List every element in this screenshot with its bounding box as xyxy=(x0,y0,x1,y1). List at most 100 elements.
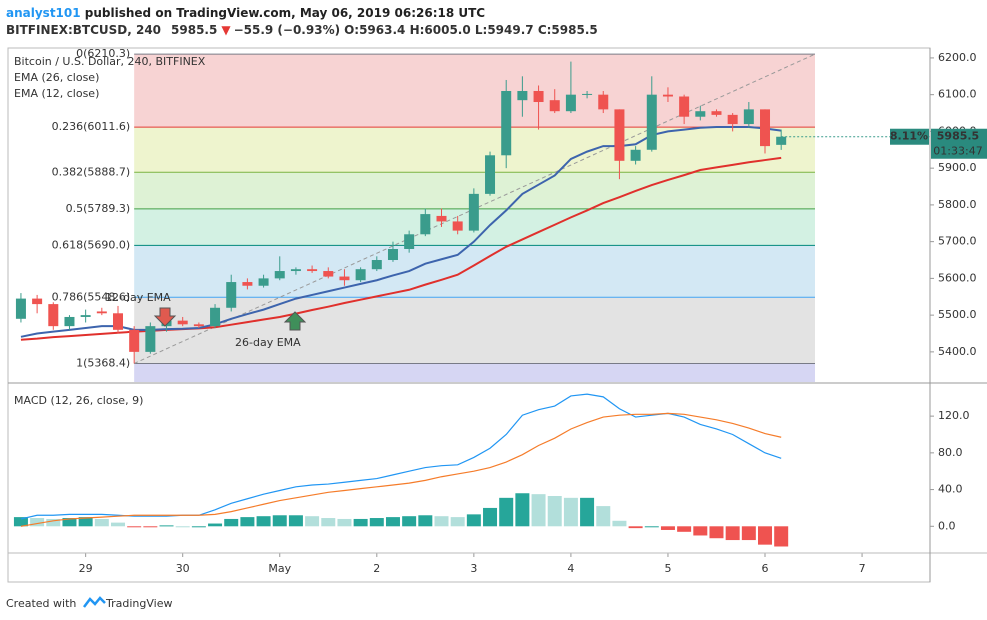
histogram-bar xyxy=(612,520,627,527)
histogram-bar xyxy=(628,526,643,529)
footer-brand[interactable]: TradingView xyxy=(105,597,172,610)
fib-zone xyxy=(134,297,815,364)
histogram-bar xyxy=(13,517,28,527)
fib-zone xyxy=(134,363,815,382)
histogram-bar xyxy=(483,507,498,527)
histogram-bar xyxy=(46,518,61,527)
histogram-bar xyxy=(288,515,303,527)
candle-body xyxy=(662,94,673,97)
histogram-bar xyxy=(515,493,530,527)
ohlc: O:5963.4 H:6005.0 L:5949.7 C:5985.5 xyxy=(344,23,598,37)
candle-body xyxy=(404,234,415,249)
candle-body xyxy=(598,94,609,110)
histogram-bar xyxy=(110,522,125,527)
tag-percent: 8.11% xyxy=(890,130,928,143)
candle-body xyxy=(210,307,221,327)
fib-zone xyxy=(134,245,815,298)
symbol-line: BITFINEX:BTCUSD, 240 5985.5 ▼ −55.9 (−0.93%… xyxy=(6,23,598,37)
candle-body xyxy=(274,271,285,279)
histogram-bar xyxy=(369,518,384,527)
candle-body xyxy=(436,215,447,222)
histogram-bar xyxy=(466,514,481,527)
histogram-bar xyxy=(240,517,255,527)
histogram-bar xyxy=(272,515,287,527)
histogram-bar xyxy=(385,517,400,527)
y-tick-label: 5500.0 xyxy=(938,308,977,321)
annotation: 26-day EMA xyxy=(235,336,301,349)
histogram-bar xyxy=(30,518,45,527)
published: published on TradingView.com, May 06, 20… xyxy=(81,6,486,20)
x-tick-label: 4 xyxy=(567,562,574,575)
author[interactable]: analyst101 xyxy=(6,6,81,20)
histogram-bar xyxy=(208,523,223,527)
y-tick-label: 5400.0 xyxy=(938,345,977,358)
histogram-bar xyxy=(321,518,336,527)
arrow-down xyxy=(153,307,177,327)
x-tick-label: 5 xyxy=(664,562,671,575)
candle-body xyxy=(64,316,75,327)
candle-body xyxy=(355,269,366,281)
tag-price: 5985.5 xyxy=(937,130,979,143)
fib-label: 0(6210.3) xyxy=(76,47,130,60)
histogram-bar xyxy=(758,526,773,545)
fib-zone xyxy=(134,127,815,173)
candle-body xyxy=(646,94,657,150)
fib-label: 0.236(6011.6) xyxy=(52,120,131,133)
candle-body xyxy=(517,90,528,101)
histogram-bar xyxy=(693,526,708,536)
fib-label: 0.382(5888.7) xyxy=(52,165,131,178)
histogram-bar xyxy=(580,497,595,527)
histogram-bar xyxy=(741,526,756,541)
histogram-bar xyxy=(499,497,514,527)
candle-body xyxy=(193,324,204,327)
histogram-bar xyxy=(563,497,578,527)
fib-label: 0.5(5789.3) xyxy=(66,202,131,215)
histogram-bar xyxy=(159,525,174,527)
symbol: BITFINEX:BTCUSD, 240 xyxy=(6,23,161,37)
candle-body xyxy=(452,221,463,231)
macd-line xyxy=(20,412,782,527)
arrow-up xyxy=(283,311,307,331)
histogram-bar xyxy=(143,526,158,528)
candle-body xyxy=(80,315,91,317)
candle-body xyxy=(258,278,269,286)
y-tick-label: 5600.0 xyxy=(938,271,977,284)
histogram-bar xyxy=(62,518,77,527)
last: 5985.5 xyxy=(171,23,217,37)
y-tick-label: 5900.0 xyxy=(938,161,977,174)
candle-body xyxy=(242,282,253,286)
footer-text: Created with xyxy=(6,597,76,610)
candle-body xyxy=(323,271,334,277)
plot: 0(6210.3) 0.236(6011.6) 0.382(5888.7) 0.5(5… xyxy=(13,47,987,575)
candle-body xyxy=(549,100,560,112)
candle-body xyxy=(501,90,512,156)
candle-body xyxy=(339,276,350,281)
y-tick-label: 6200.0 xyxy=(938,51,977,64)
candle-body xyxy=(485,155,496,194)
candle-body xyxy=(533,90,544,103)
candle-body xyxy=(695,111,706,117)
candle-body xyxy=(565,94,576,112)
tag-bg xyxy=(931,128,987,159)
y-tick-label: 0.0 xyxy=(938,519,956,532)
histogram-bar xyxy=(78,517,93,527)
x-tick-label: 30 xyxy=(176,562,190,575)
y-tick-label: 80.0 xyxy=(938,446,963,459)
annotation: 12-day EMA xyxy=(105,291,171,304)
fib-label: 0.618(5690.0) xyxy=(52,238,131,251)
candle-body xyxy=(582,93,593,95)
tag-time: 01:33:47 xyxy=(933,145,982,158)
histogram-bar xyxy=(450,517,465,527)
histogram-bar xyxy=(677,526,692,532)
arrow: ▼ xyxy=(221,23,231,37)
histogram-bar xyxy=(94,518,109,527)
fib-label: 0.786(5548.6) xyxy=(52,290,131,303)
candle-body xyxy=(48,304,59,327)
candle-body xyxy=(371,260,382,270)
legend-entry: EMA (12, close) xyxy=(14,87,99,100)
histogram-bar xyxy=(547,496,562,527)
x-tick-label: 2 xyxy=(373,562,380,575)
histogram-bar xyxy=(660,526,675,530)
